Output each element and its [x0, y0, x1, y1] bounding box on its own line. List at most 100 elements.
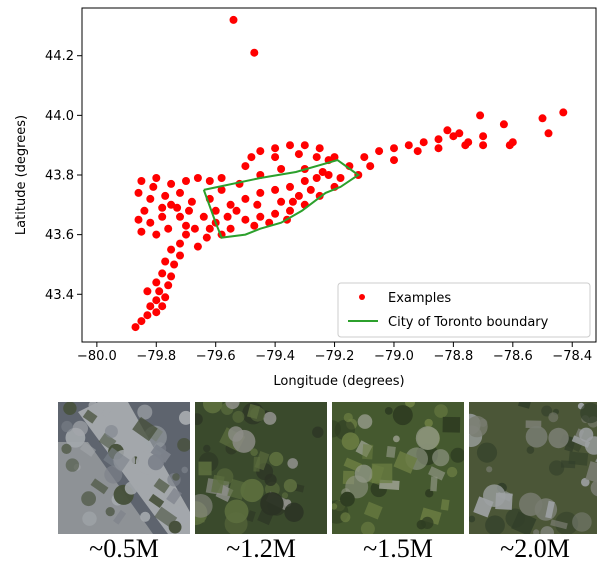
example-point-80: [158, 212, 167, 221]
example-point-86: [164, 224, 173, 233]
example-point-28: [167, 245, 176, 254]
example-point-107: [241, 194, 250, 203]
example-point-27: [176, 251, 184, 260]
example-point-13: [143, 311, 152, 320]
example-point-11: [131, 323, 140, 332]
example-point-72: [193, 174, 202, 182]
example-point-114: [253, 200, 262, 209]
thumbnail-label-1: ~0.5M: [89, 534, 159, 563]
example-point-37: [375, 147, 384, 156]
example-point-101: [271, 209, 280, 218]
example-point-30: [182, 230, 190, 239]
example-point-109: [271, 185, 280, 194]
aerial-image-1: [58, 402, 190, 534]
y-tick-label-1: 43.6: [45, 228, 74, 243]
example-point-22: [152, 278, 161, 287]
example-point-125: [250, 221, 259, 230]
example-point-123: [312, 174, 321, 182]
example-point-118: [211, 206, 220, 215]
example-point-48: [434, 144, 443, 153]
example-point-71: [182, 177, 190, 185]
example-point-50: [461, 141, 470, 150]
example-point-24: [158, 269, 167, 278]
example-point-3: [476, 111, 485, 120]
example-point-43: [455, 129, 464, 138]
example-point-32: [202, 233, 211, 242]
legend-box: [337, 282, 591, 338]
example-point-122: [288, 197, 297, 206]
example-point-12: [137, 317, 146, 326]
example-point-23: [167, 272, 176, 281]
x-tick-label-2: −79.6: [196, 349, 236, 364]
example-point-82: [176, 188, 184, 197]
example-point-4: [538, 114, 547, 123]
example-point-33: [190, 224, 199, 233]
example-point-119: [232, 206, 241, 215]
example-point-53: [256, 147, 265, 156]
example-point-42: [449, 132, 458, 141]
example-point-21: [164, 281, 173, 290]
example-point-69: [152, 174, 161, 182]
aerial-thumbnail-3: [332, 402, 464, 534]
example-point-75: [134, 188, 143, 197]
example-point-60: [294, 150, 303, 159]
aerial-image-4: [469, 402, 597, 534]
example-point-106: [226, 200, 235, 209]
example-point-93: [158, 203, 167, 212]
example-point-54: [271, 144, 280, 153]
x-tick-label-0: −80.0: [77, 349, 117, 364]
example-point-83: [187, 197, 196, 206]
example-point-18: [161, 293, 170, 302]
example-point-17: [152, 296, 161, 305]
y-tick-label-2: 43.8: [45, 169, 74, 184]
example-point-67: [318, 168, 327, 176]
example-point-45: [366, 162, 375, 171]
scatter-chart: −80.0 −79.8 −79.6 −79.4 −79.2 −79.0 −78.8 −78.6…: [14, 7, 597, 389]
example-point-46: [390, 156, 398, 165]
example-point-5: [499, 120, 508, 129]
example-point-88: [199, 212, 208, 221]
example-point-58: [247, 153, 256, 162]
example-point-115: [277, 197, 286, 206]
example-point-96: [173, 203, 182, 212]
example-point-79: [146, 218, 155, 227]
example-point-39: [404, 141, 413, 150]
example-point-78: [134, 215, 143, 224]
example-point-124: [324, 171, 333, 179]
example-point-25: [170, 260, 179, 269]
example-point-70: [167, 179, 176, 188]
x-axis-label: Longitude (degrees): [273, 374, 404, 389]
example-point-20: [155, 287, 164, 296]
thumbnail-label-2: ~1.2M: [226, 534, 296, 563]
example-point-100: [256, 212, 265, 221]
y-axis-label: Latitude (degrees): [14, 115, 29, 235]
example-point-85: [152, 230, 161, 239]
example-point-59: [271, 153, 280, 162]
example-point-76: [146, 194, 155, 203]
thumbnail-label-3: ~1.5M: [363, 534, 433, 563]
example-point-98: [226, 224, 235, 233]
example-point-38: [390, 144, 398, 153]
x-tick-label-7: −78.6: [493, 349, 533, 364]
example-point-9: [505, 141, 514, 150]
example-point-52: [336, 174, 345, 182]
example-point-87: [176, 212, 184, 221]
y-tick-label-4: 44.2: [45, 49, 74, 64]
example-point-36: [360, 153, 369, 162]
example-point-19: [143, 287, 152, 296]
aerial-image-2: [195, 402, 327, 534]
example-point-41: [434, 135, 443, 144]
chart-svg: −80.0 −79.8 −79.6 −79.4 −79.2 −79.0 −78.8 −78.6…: [14, 7, 597, 389]
aerial-thumbnail-2: [195, 402, 327, 534]
example-point-2: [559, 108, 568, 117]
example-point-111: [300, 177, 309, 185]
aerial-thumbnail-4: [469, 402, 597, 534]
example-point-68: [137, 177, 146, 185]
example-point-40: [419, 138, 428, 147]
toronto-boundary-line: [202, 159, 361, 239]
example-point-73: [205, 177, 214, 185]
example-point-1: [250, 48, 259, 57]
example-point-61: [312, 153, 321, 162]
legend-examples-label: Examples: [388, 291, 451, 306]
